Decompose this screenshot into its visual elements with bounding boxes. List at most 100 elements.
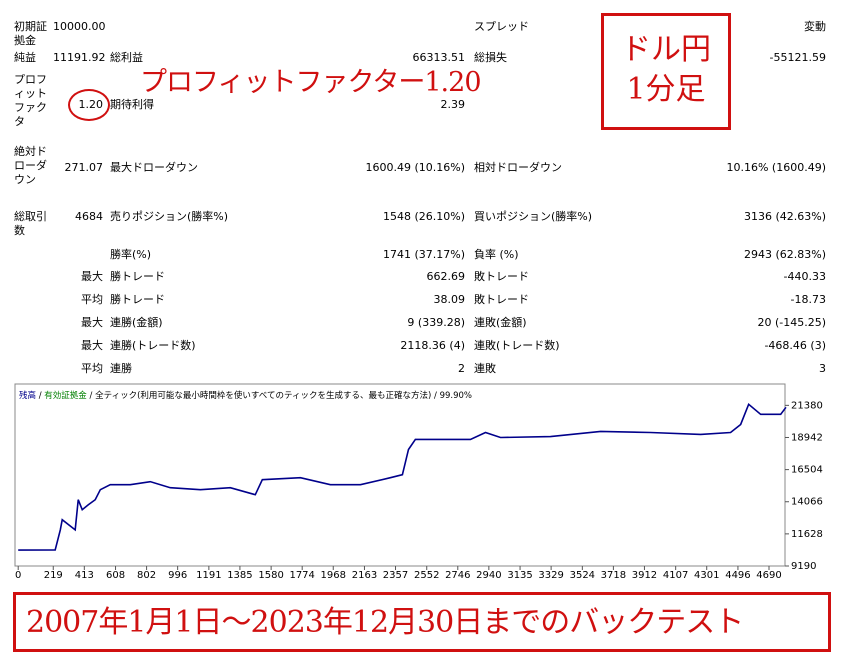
highlight-ellipse bbox=[68, 89, 110, 121]
row-label: 売りポジション(勝率%) bbox=[110, 210, 229, 223]
x-tick-label: 3718 bbox=[601, 570, 626, 581]
note-line: 1分足 bbox=[626, 72, 706, 107]
x-tick-label: 3135 bbox=[507, 570, 532, 581]
row-label: 連勝(トレード数) bbox=[110, 339, 196, 352]
y-tick-label: 21380 bbox=[791, 400, 823, 411]
x-tick-label: 4301 bbox=[694, 570, 719, 581]
x-tick-label: 802 bbox=[137, 570, 156, 581]
row-label: 勝トレード bbox=[110, 293, 165, 306]
row-value: 平均 bbox=[81, 362, 103, 375]
x-tick-label: 1968 bbox=[321, 570, 346, 581]
x-tick-label: 3329 bbox=[538, 570, 563, 581]
legend: 残高 / 有効証拠金 / 全ティック(利用可能な最小時間枠を使いすべてのティック… bbox=[19, 390, 475, 401]
row-label: 総利益 bbox=[110, 51, 143, 64]
y-tick-label: 11628 bbox=[791, 529, 823, 540]
y-tick-label: 9190 bbox=[791, 561, 816, 572]
row-value: 3 bbox=[819, 362, 826, 375]
legend-separator: / bbox=[434, 391, 437, 401]
row-label: 総取引数 bbox=[14, 210, 47, 237]
x-tick-label: 1580 bbox=[258, 570, 283, 581]
x-tick-label: 2940 bbox=[476, 570, 501, 581]
y-tick-label: 14066 bbox=[791, 497, 823, 508]
row-label: 相対ドローダウン bbox=[474, 161, 562, 174]
row-value: 10000.00 bbox=[53, 20, 106, 33]
row-label: 買いポジション(勝率%) bbox=[474, 210, 593, 223]
row-value: 1600.49 (10.16%) bbox=[365, 161, 465, 174]
row-value: 66313.51 bbox=[412, 51, 466, 64]
row-label: 負率 (%) bbox=[474, 248, 519, 261]
note-box: ドル円 1分足 bbox=[601, 13, 731, 130]
row-value: 662.69 bbox=[426, 270, 466, 283]
row-value: 平均 bbox=[81, 293, 103, 306]
row-value: 271.07 bbox=[64, 161, 104, 174]
row-value: 4684 bbox=[75, 210, 103, 223]
x-tick-label: 4690 bbox=[756, 570, 781, 581]
row-value: 11191.92 bbox=[53, 51, 106, 64]
x-tick-label: 996 bbox=[168, 570, 187, 581]
x-tick-label: 608 bbox=[106, 570, 125, 581]
x-tick-label: 0 bbox=[15, 570, 21, 581]
x-tick-label: 1774 bbox=[289, 570, 314, 581]
row-value: 1741 (37.17%) bbox=[382, 248, 465, 261]
row-label: 最大ドローダウン bbox=[110, 161, 198, 174]
legend-entry: 有効証拠金 bbox=[44, 390, 87, 401]
row-value: 1548 (26.10%) bbox=[382, 210, 465, 223]
y-tick-label: 16504 bbox=[791, 465, 823, 476]
x-tick-label: 219 bbox=[44, 570, 63, 581]
profit-factor-note: プロフィットファクター1.20 bbox=[140, 67, 481, 98]
model-note: 全ティック(利用可能な最小時間枠を使いすべてのティックを生成する、最も正確な方法… bbox=[95, 390, 431, 401]
row-label: 総損失 bbox=[474, 51, 507, 64]
row-label: 勝率(%) bbox=[110, 248, 152, 261]
row-value: 最大 bbox=[81, 270, 103, 283]
period-text: 2007年1月1日～2023年12月30日までのバックテスト bbox=[26, 605, 744, 640]
row-label: 絶対ドローダウン bbox=[14, 145, 47, 186]
row-value: -440.33 bbox=[783, 270, 826, 283]
row-value: -18.73 bbox=[790, 293, 826, 306]
row-label: プロフィットファクタ bbox=[14, 73, 47, 128]
x-tick-label: 1191 bbox=[196, 570, 221, 581]
row-label: 連敗(金額) bbox=[474, 316, 527, 329]
row-value: 9 (339.28) bbox=[407, 316, 465, 329]
row-value: 2 bbox=[458, 362, 465, 375]
legend-separator: / bbox=[90, 391, 93, 401]
plot-frame bbox=[14, 383, 786, 567]
row-label: 勝トレード bbox=[110, 270, 165, 283]
x-tick-label: 3524 bbox=[570, 570, 595, 581]
x-tick-label: 2357 bbox=[383, 570, 408, 581]
x-tick-label: 413 bbox=[75, 570, 94, 581]
quality: 99.90% bbox=[440, 391, 472, 401]
row-value: 20 (-145.25) bbox=[757, 316, 826, 329]
x-tick-label: 2746 bbox=[445, 570, 470, 581]
row-value: 最大 bbox=[81, 316, 103, 329]
row-label: 連勝(金額) bbox=[110, 316, 163, 329]
x-tick-label: 4107 bbox=[663, 570, 688, 581]
row-value: 38.09 bbox=[433, 293, 466, 306]
row-value: -55121.59 bbox=[769, 51, 826, 64]
x-tick-label: 4496 bbox=[725, 570, 750, 581]
balance-line bbox=[18, 402, 787, 551]
row-label: 敗トレード bbox=[474, 293, 529, 306]
row-label: 初期証拠金 bbox=[14, 20, 47, 47]
row-value: 2.39 bbox=[440, 98, 466, 111]
legend-separator: / bbox=[39, 391, 42, 401]
legend-entry: 残高 bbox=[19, 390, 36, 401]
row-value: 2943 (62.83%) bbox=[743, 248, 826, 261]
row-value: -468.46 (3) bbox=[764, 339, 826, 352]
x-tick-label: 1385 bbox=[227, 570, 252, 581]
row-value: 10.16% (1600.49) bbox=[726, 161, 826, 174]
row-value: 2118.36 (4) bbox=[400, 339, 465, 352]
x-tick-label: 3912 bbox=[632, 570, 657, 581]
row-label: 敗トレード bbox=[474, 270, 529, 283]
period-box: 2007年1月1日～2023年12月30日までのバックテスト bbox=[13, 592, 831, 652]
row-label: 純益 bbox=[14, 51, 36, 64]
note-line: ドル円 bbox=[621, 32, 711, 67]
x-tick-label: 2163 bbox=[352, 570, 377, 581]
row-label: 連勝 bbox=[110, 362, 132, 375]
y-tick-label: 18942 bbox=[791, 432, 823, 443]
row-value: 最大 bbox=[81, 339, 103, 352]
row-value: 3136 (42.63%) bbox=[743, 210, 826, 223]
x-tick-label: 2552 bbox=[414, 570, 439, 581]
row-label: 連敗(トレード数) bbox=[474, 339, 560, 352]
row-label: スプレッド bbox=[474, 20, 529, 33]
